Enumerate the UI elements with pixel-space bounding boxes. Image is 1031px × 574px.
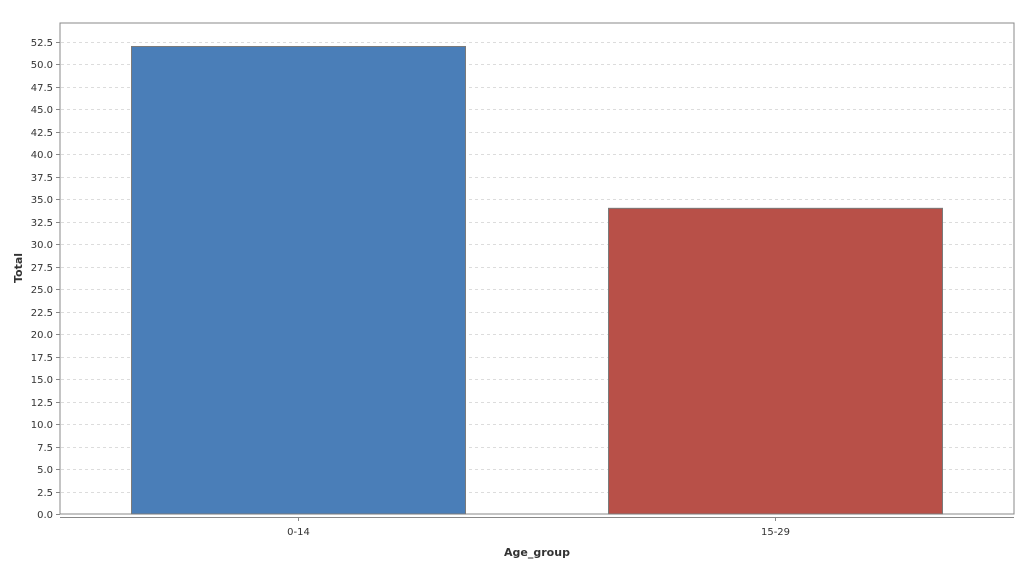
- x-axis-title: Age_group: [504, 546, 570, 559]
- y-tick-label: 10.0: [31, 420, 53, 431]
- x-axis: 0-14 15-29: [60, 517, 1014, 538]
- x-tick-label: 15-29: [761, 527, 790, 538]
- y-tick-label: 17.5: [31, 353, 53, 364]
- y-tick-label: 27.5: [31, 263, 53, 274]
- x-tick-label: 0-14: [287, 527, 310, 538]
- bar-0-14: [131, 45, 466, 515]
- y-tick-label: 40.0: [31, 150, 53, 161]
- y-tick-label: 12.5: [31, 398, 53, 409]
- y-tick-label: 5.0: [37, 465, 53, 476]
- y-tick-label: 7.5: [37, 443, 53, 454]
- y-tick-label: 42.5: [31, 128, 53, 139]
- y-tick-label: 47.5: [31, 83, 53, 94]
- y-tick-label: 30.0: [31, 240, 53, 251]
- y-tick-label: 52.5: [31, 38, 53, 49]
- bar-15-29: [608, 207, 943, 515]
- y-tick-label: 35.0: [31, 195, 53, 206]
- y-axis: 0.0 2.5 5.0 7.5 10.0 12.5 15.0 17.5 20.0 22.5 25.0…: [31, 38, 60, 521]
- y-tick-label: 32.5: [31, 218, 53, 229]
- y-tick-label: 22.5: [31, 308, 53, 319]
- y-tick-label: 37.5: [31, 173, 53, 184]
- y-tick-label: 2.5: [37, 488, 53, 499]
- y-tick-label: 45.0: [31, 105, 53, 116]
- y-tick-label: 15.0: [31, 375, 53, 386]
- y-tick-label: 20.0: [31, 330, 53, 341]
- y-tick-label: 0.0: [37, 510, 53, 521]
- y-tick-label: 50.0: [31, 60, 53, 71]
- y-axis-title: Total: [12, 253, 25, 283]
- y-tick-label: 25.0: [31, 285, 53, 296]
- bars: [131, 45, 943, 515]
